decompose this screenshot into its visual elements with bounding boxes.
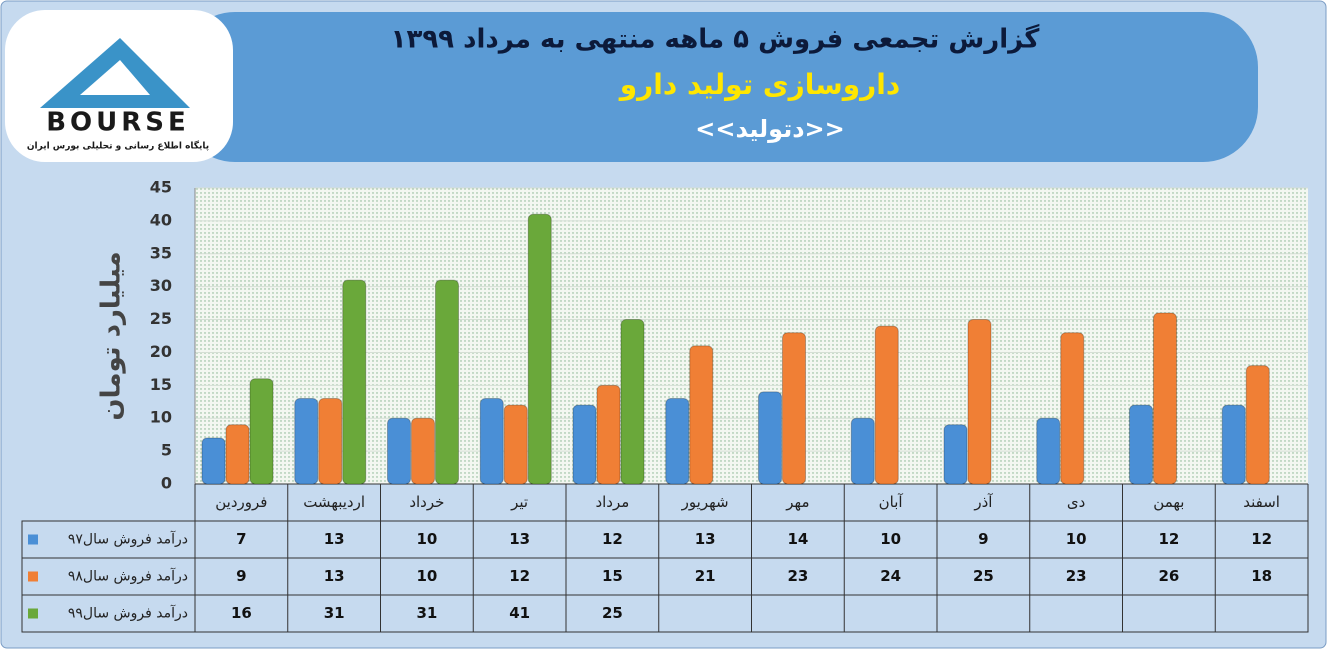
legend-label: درآمد فروش سال۹۹ [68,605,188,622]
table-value: 10 [1066,530,1087,548]
bar [201,437,226,485]
bar [1245,365,1270,485]
table-value: 14 [787,530,808,548]
x-tick-label: مهر [785,493,809,511]
bar [850,417,875,485]
y-tick-label: 10 [150,408,172,427]
legend-label: درآمد فروش سال۹۷ [68,531,188,548]
y-tick-label: 20 [150,342,172,361]
header-banner [180,12,1258,162]
bar [1060,332,1085,485]
table-value: 12 [1251,530,1272,548]
symbol: <<دتولید>> [695,115,844,143]
bar [596,384,621,485]
table-value: 31 [324,604,345,622]
table-value: 31 [416,604,437,622]
chart-subtitle: داروسازی تولید دارو [618,68,901,101]
bar [387,417,411,485]
bar [874,325,899,485]
bar [435,279,459,485]
table-value: 12 [602,530,623,548]
table-value: 12 [509,567,530,585]
table-value: 25 [602,604,623,622]
table-value: 26 [1158,567,1179,585]
legend-label: درآمد فروش سال۹۸ [68,568,188,585]
x-tick-label: فروردین [215,493,267,511]
bar [572,404,597,485]
table-value: 13 [695,530,716,548]
chart-title: گزارش تجمعی فروش ۵ ماهه منتهی به مرداد ۱… [391,24,1041,55]
bar [782,332,806,485]
table-value: 23 [787,567,808,585]
x-tick-label: اردیبهشت [303,493,365,511]
table-value: 13 [324,530,345,548]
table-value: 15 [602,567,623,585]
bar [479,397,504,485]
y-tick-label: 0 [161,474,172,493]
bar [758,391,782,485]
y-tick-label: 25 [150,309,172,328]
table-value: 9 [978,530,988,548]
bar [411,417,435,485]
bar [1153,312,1177,485]
bar [943,424,968,485]
bar [1221,404,1246,485]
y-tick-label: 40 [150,210,172,229]
bar [342,279,367,485]
table-value: 13 [324,567,345,585]
x-tick-label: آذر [973,493,993,511]
table-value: 10 [416,567,437,585]
table-value: 13 [509,530,530,548]
table-value: 12 [1158,530,1179,548]
bar [689,345,714,485]
x-tick-label: خرداد [409,493,444,511]
bar [527,213,552,485]
logo-shape [80,60,150,95]
y-tick-label: 45 [150,178,172,197]
bar [249,378,274,485]
table-value: 16 [231,604,252,622]
x-tick-label: مرداد [595,493,629,511]
x-tick-label: شهریور [681,493,729,511]
x-tick-label: تیر [510,493,528,511]
x-tick-label: آبان [879,493,904,511]
bar [318,397,343,485]
y-tick-label: 30 [150,276,172,295]
table-value: 21 [695,567,716,585]
table-value: 9 [236,567,246,585]
y-axis-label: میلیارد تومان [97,251,127,420]
bar [665,397,690,485]
y-tick-label: 15 [150,375,172,394]
table-value: 41 [509,604,530,622]
table-value: 23 [1066,567,1087,585]
table-value: 18 [1251,567,1272,585]
table-value: 25 [973,567,994,585]
bar [1129,404,1153,485]
bar [294,397,319,485]
bar [503,404,528,485]
logo-subtitle: پایگاه اطلاع رسانی و تحلیلی بورس ایران [27,140,209,152]
bar [1036,417,1061,485]
x-tick-label: بهمن [1153,493,1184,511]
plot-area [195,188,1308,484]
table-value: 7 [236,530,246,548]
logo-text: BOURSE [46,108,190,138]
legend-swatch [28,534,38,545]
legend-swatch [28,608,38,619]
table-value: 10 [880,530,901,548]
table-value: 24 [880,567,901,585]
bar [967,319,992,485]
bar [620,319,645,485]
x-tick-label: اسفند [1243,493,1280,511]
bar [225,424,250,485]
table-value: 10 [416,530,437,548]
legend-swatch [28,571,38,582]
y-tick-label: 5 [161,441,172,460]
y-tick-label: 35 [150,243,172,262]
x-tick-label: دی [1067,493,1085,511]
